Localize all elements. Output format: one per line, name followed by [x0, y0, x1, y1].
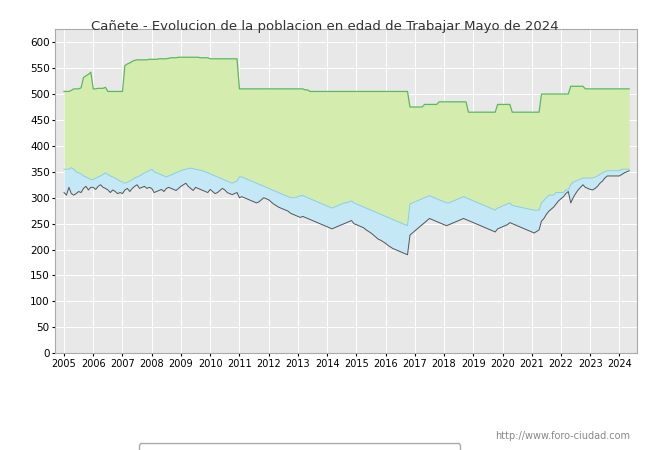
Text: Cañete - Evolucion de la poblacion en edad de Trabajar Mayo de 2024: Cañete - Evolucion de la poblacion en ed…	[91, 20, 559, 33]
Legend: Ocupados, Parados, Hab. entre 16-64: Ocupados, Parados, Hab. entre 16-64	[138, 443, 460, 450]
Text: http://www.foro-ciudad.com: http://www.foro-ciudad.com	[495, 431, 630, 441]
